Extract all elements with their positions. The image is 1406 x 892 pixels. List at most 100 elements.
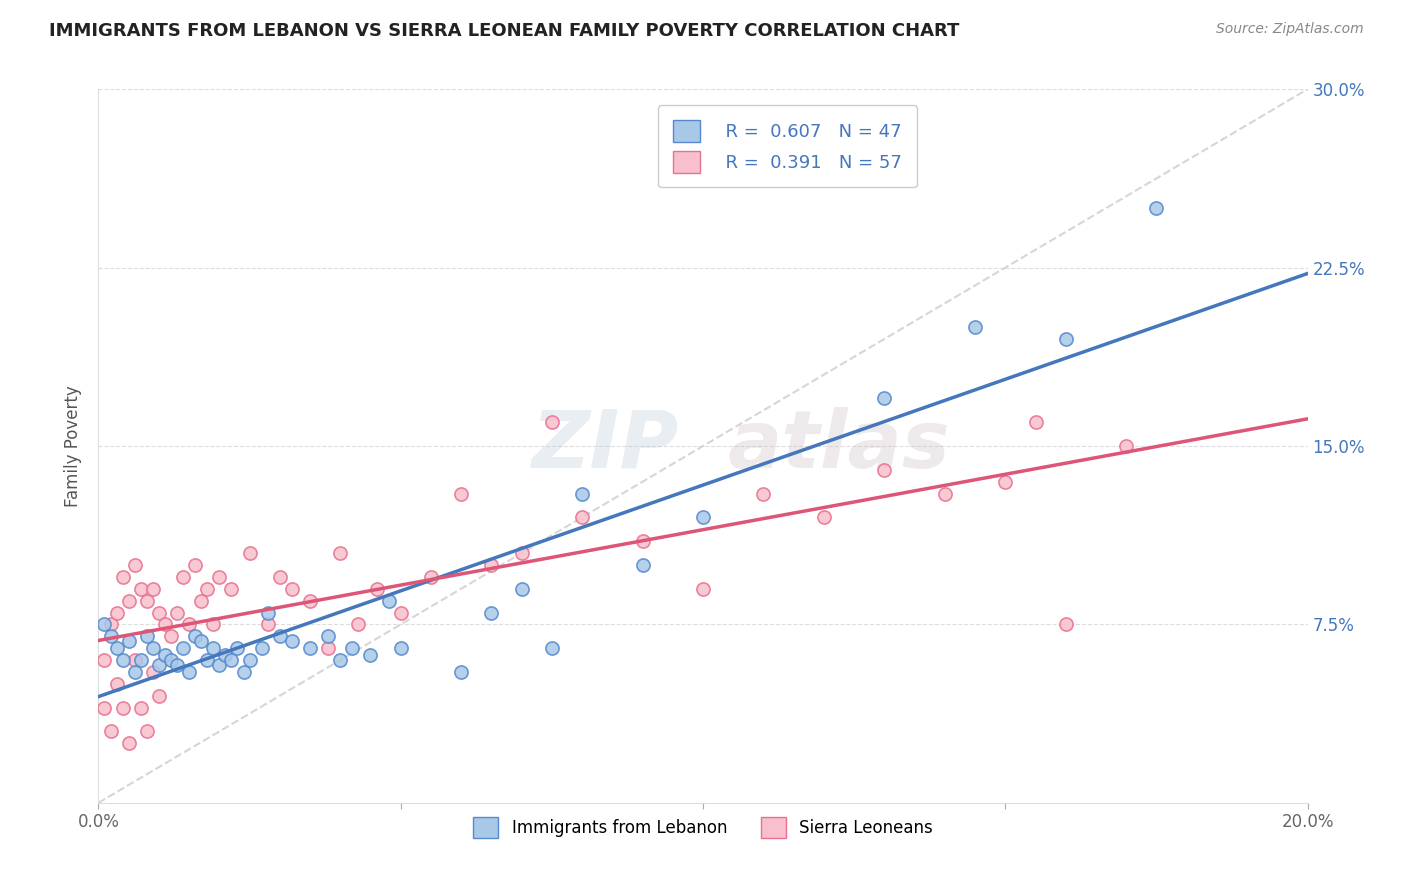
Point [142,641,165,656]
Point [1115,439,1137,453]
Point [540,641,562,656]
Point [1024,415,1046,429]
Point [239,546,262,560]
Point [118,736,141,750]
Point [118,634,141,648]
Point [111,700,134,714]
Point [329,546,352,560]
Point [135,629,157,643]
Point [142,665,165,679]
Point [190,634,212,648]
Point [1054,617,1077,632]
Point [692,582,714,596]
Point [299,593,322,607]
Point [269,629,291,643]
Point [208,570,231,584]
Point [366,582,388,596]
Point [329,653,352,667]
Point [299,641,322,656]
Text: IMMIGRANTS FROM LEBANON VS SIERRA LEONEAN FAMILY POVERTY CORRELATION CHART: IMMIGRANTS FROM LEBANON VS SIERRA LEONEA… [49,22,959,40]
Point [93,700,115,714]
Point [540,415,562,429]
Point [965,320,987,334]
Point [179,665,201,679]
Point [214,648,236,663]
Point [1054,332,1077,346]
Point [934,486,956,500]
Point [100,617,122,632]
Point [481,558,503,572]
Point [111,653,134,667]
Point [873,463,896,477]
Point [118,593,141,607]
Point [153,617,176,632]
Point [160,629,183,643]
Point [221,653,243,667]
Point [111,570,134,584]
Point [105,641,128,656]
Point [631,534,654,549]
Point [190,593,212,607]
Point [450,486,472,500]
Point [124,653,146,667]
Point [135,593,157,607]
Point [148,657,170,672]
Point [316,629,339,643]
Point [166,657,188,672]
Point [100,629,122,643]
Point [239,653,262,667]
Point [752,486,775,500]
Point [377,593,399,607]
Point [1144,201,1167,215]
Point [389,606,412,620]
Point [631,558,654,572]
Point [179,617,201,632]
Point [692,510,714,524]
Point [389,641,412,656]
Point [269,570,291,584]
Point [184,558,207,572]
Point [129,653,152,667]
Point [281,634,304,648]
Point [166,606,188,620]
Point [105,677,128,691]
Point [184,629,207,643]
Text: atlas: atlas [727,407,950,485]
Point [172,570,194,584]
Point [813,510,835,524]
Point [105,606,128,620]
Point [208,657,231,672]
Point [148,606,170,620]
Point [256,617,278,632]
Point [510,582,533,596]
Point [420,570,443,584]
Point [256,606,278,620]
Point [873,392,896,406]
Text: Source: ZipAtlas.com: Source: ZipAtlas.com [1216,22,1364,37]
Point [510,546,533,560]
Point [153,648,176,663]
Point [481,606,503,620]
Point [232,665,254,679]
Point [202,641,225,656]
Point [342,641,364,656]
Point [148,689,170,703]
Point [316,641,339,656]
Point [129,700,152,714]
Text: ZIP: ZIP [531,407,679,485]
Point [135,724,157,739]
Point [360,648,382,663]
Point [172,641,194,656]
Point [195,653,218,667]
Point [571,510,593,524]
Point [129,582,152,596]
Point [571,486,593,500]
Point [281,582,304,596]
Legend: Immigrants from Lebanon, Sierra Leoneans: Immigrants from Lebanon, Sierra Leoneans [467,811,939,845]
Point [160,653,183,667]
Point [93,653,115,667]
Point [142,582,165,596]
Point [250,641,273,656]
Point [124,665,146,679]
Point [347,617,370,632]
